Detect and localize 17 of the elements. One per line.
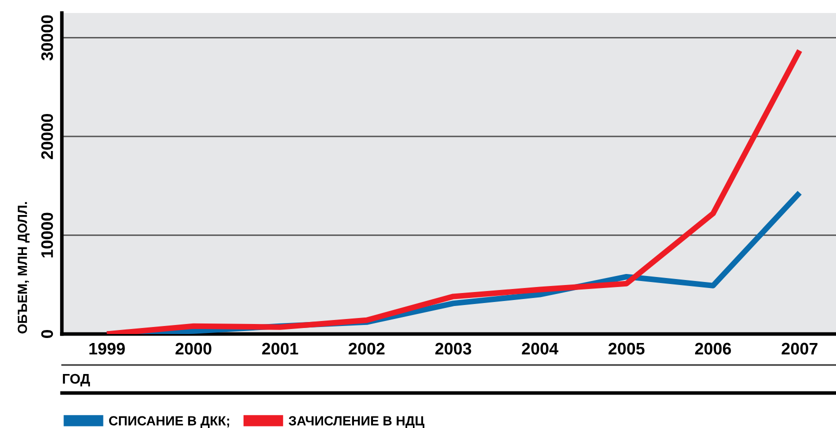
- y-axis-title: ОБЪЕМ, МЛН ДОЛЛ.: [18, 202, 30, 334]
- x-tick-label: 2004: [522, 342, 558, 355]
- x-tick-label: 2005: [608, 342, 645, 355]
- x-tick-label: 2002: [348, 342, 385, 355]
- x-tick-label: 1999: [89, 342, 125, 355]
- y-tick-label: 10000: [41, 212, 54, 258]
- legend-label: ЗАЧИСЛЕНИЕ В НДЦ: [288, 416, 424, 428]
- x-axis-title: ГОД: [62, 374, 90, 386]
- x-tick-label: 2003: [435, 342, 472, 355]
- x-tick-label: 2007: [782, 342, 818, 355]
- legend-label: СПИСАНИЕ В ДКК;: [109, 416, 230, 428]
- y-tick-label: 20000: [41, 114, 54, 160]
- y-tick-label: 0: [41, 330, 54, 338]
- x-tick-label: 2006: [695, 342, 731, 355]
- x-tick-label: 2001: [262, 342, 298, 355]
- y-tick-label: 30000: [41, 15, 54, 60]
- x-tick-label: 2000: [176, 342, 212, 355]
